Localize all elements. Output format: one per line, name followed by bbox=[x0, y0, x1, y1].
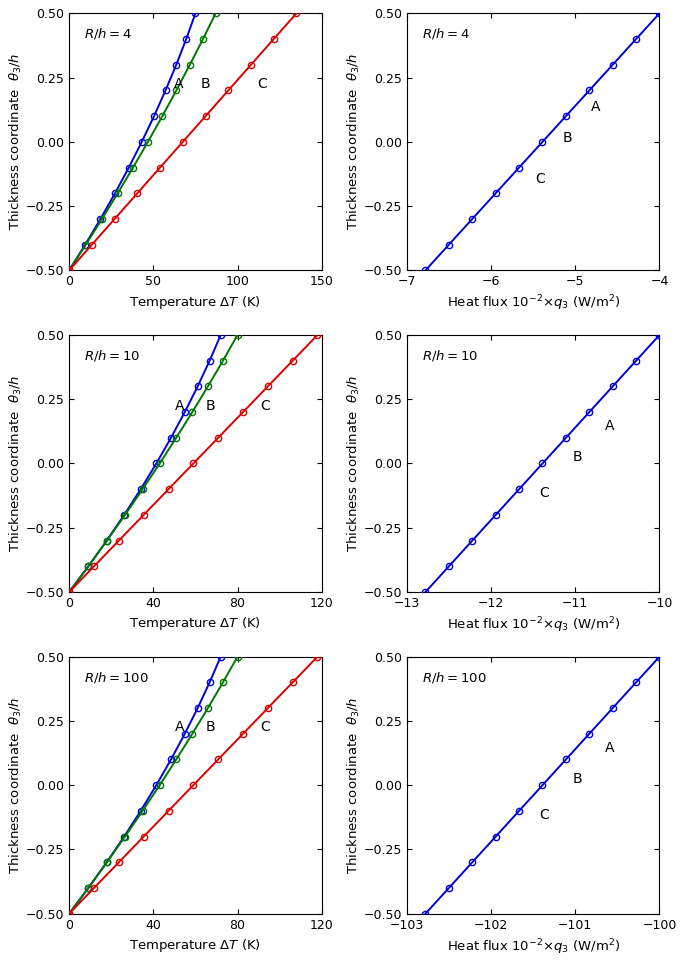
Y-axis label: Thickness coordinate  $\theta_3/h$: Thickness coordinate $\theta_3/h$ bbox=[346, 697, 362, 874]
Text: C: C bbox=[261, 720, 271, 734]
Text: A: A bbox=[605, 741, 614, 755]
Text: C: C bbox=[261, 399, 271, 412]
X-axis label: Heat flux $10^{-2}{\times}q_3$ (W/m$^2$): Heat flux $10^{-2}{\times}q_3$ (W/m$^2$) bbox=[447, 937, 620, 956]
Text: B: B bbox=[201, 77, 210, 91]
Text: A: A bbox=[173, 77, 183, 91]
Text: C: C bbox=[535, 172, 545, 186]
Text: B: B bbox=[573, 772, 582, 786]
Text: $R/h=4$: $R/h=4$ bbox=[84, 26, 132, 41]
Text: A: A bbox=[605, 419, 614, 433]
Y-axis label: Thickness coordinate  $\theta_3/h$: Thickness coordinate $\theta_3/h$ bbox=[8, 697, 25, 874]
Text: $R/h=10$: $R/h=10$ bbox=[84, 347, 140, 363]
Text: B: B bbox=[562, 131, 572, 145]
Text: C: C bbox=[539, 486, 549, 500]
Y-axis label: Thickness coordinate  $\theta_3/h$: Thickness coordinate $\theta_3/h$ bbox=[346, 53, 362, 231]
Text: C: C bbox=[258, 77, 267, 91]
Text: B: B bbox=[206, 720, 216, 734]
X-axis label: Temperature $\Delta T$ (K): Temperature $\Delta T$ (K) bbox=[129, 937, 262, 954]
Text: B: B bbox=[573, 450, 582, 464]
X-axis label: Heat flux $10^{-2}{\times}q_3$ (W/m$^2$): Heat flux $10^{-2}{\times}q_3$ (W/m$^2$) bbox=[447, 293, 620, 314]
Text: $R/h=100$: $R/h=100$ bbox=[422, 670, 487, 684]
Text: C: C bbox=[539, 808, 549, 821]
Text: A: A bbox=[590, 100, 600, 114]
Text: $R/h=100$: $R/h=100$ bbox=[84, 670, 149, 684]
Y-axis label: Thickness coordinate  $\theta_3/h$: Thickness coordinate $\theta_3/h$ bbox=[8, 374, 25, 552]
Text: A: A bbox=[175, 399, 184, 412]
Y-axis label: Thickness coordinate  $\theta_3/h$: Thickness coordinate $\theta_3/h$ bbox=[8, 53, 25, 231]
Text: $R/h=10$: $R/h=10$ bbox=[422, 347, 478, 363]
Text: B: B bbox=[206, 399, 216, 412]
X-axis label: Heat flux $10^{-2}{\times}q_3$ (W/m$^2$): Heat flux $10^{-2}{\times}q_3$ (W/m$^2$) bbox=[447, 616, 620, 635]
Y-axis label: Thickness coordinate  $\theta_3/h$: Thickness coordinate $\theta_3/h$ bbox=[346, 374, 362, 552]
Text: A: A bbox=[175, 720, 184, 734]
X-axis label: Temperature $\Delta T$ (K): Temperature $\Delta T$ (K) bbox=[129, 293, 262, 311]
Text: $R/h=4$: $R/h=4$ bbox=[422, 26, 470, 41]
X-axis label: Temperature $\Delta T$ (K): Temperature $\Delta T$ (K) bbox=[129, 616, 262, 632]
